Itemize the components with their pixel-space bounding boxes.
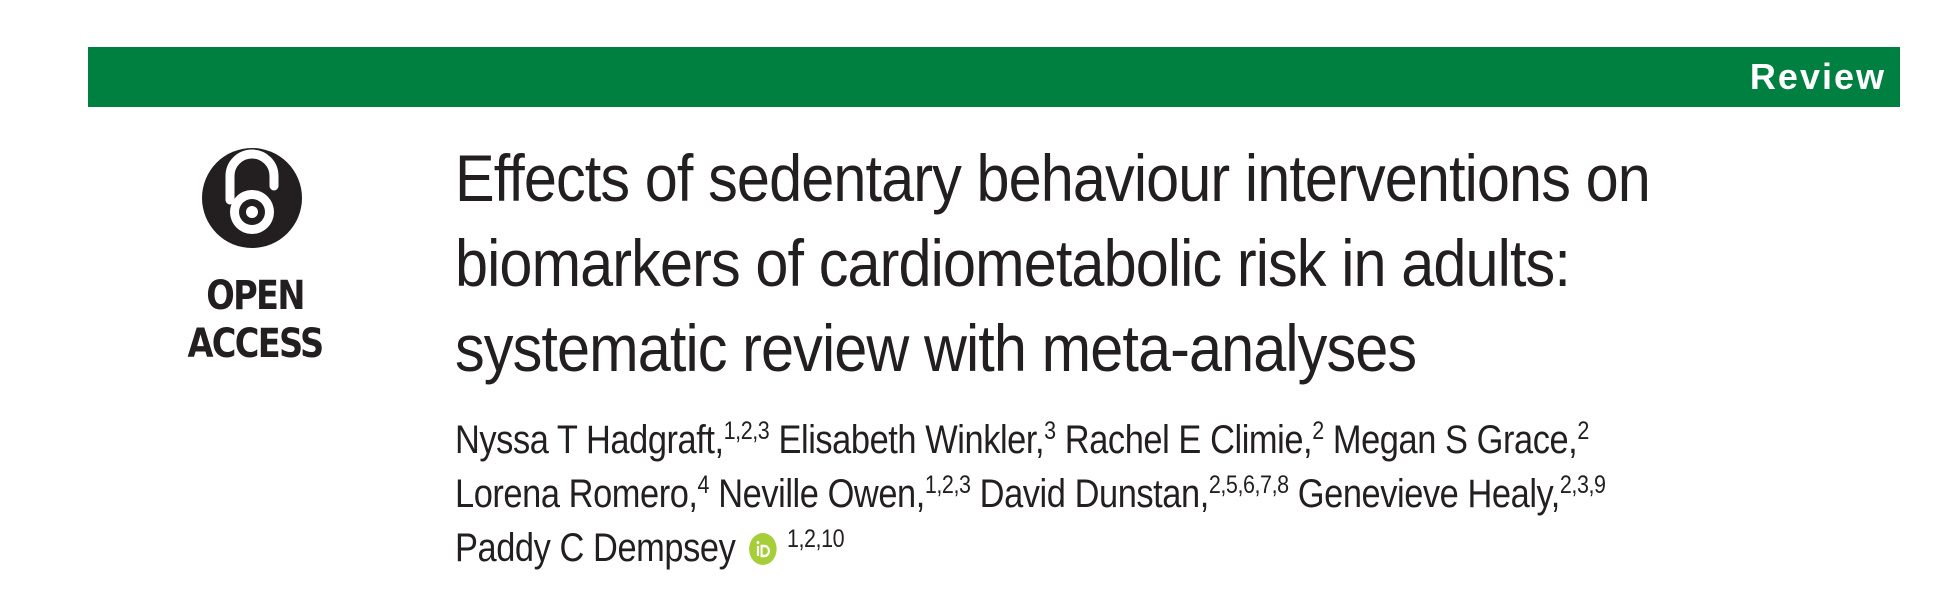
title-line: systematic review with meta-analyses (455, 311, 1417, 385)
author-affiliation: 1,2,10 (786, 525, 845, 553)
title-line: biomarkers of cardiometabolic risk in ad… (455, 226, 1571, 300)
author-name: Megan S Grace, (1332, 418, 1578, 462)
author-line: Lorena Romero,4 Neville Owen,1,2,3 David… (455, 467, 1693, 521)
author-line: Paddy C Dempsey 1,2,10 (455, 521, 1693, 575)
open-access-lock-icon (202, 148, 302, 248)
author-name: Rachel E Climie, (1064, 418, 1313, 462)
article-type-label: Review (1749, 56, 1886, 97)
author-affiliation: 2,3,9 (1559, 471, 1606, 499)
title-line: Effects of sedentary behaviour intervent… (455, 141, 1651, 215)
author-name: Elisabeth Winkler, (778, 418, 1045, 462)
orcid-icon[interactable] (749, 533, 777, 565)
author-affiliation: 2 (1577, 417, 1589, 445)
author-name: Neville Owen, (718, 472, 925, 516)
author-list: Nyssa T Hadgraft,1,2,3 Elisabeth Winkler… (455, 413, 1693, 575)
author-name: Nyssa T Hadgraft, (455, 418, 724, 462)
author-affiliation: 2 (1312, 417, 1324, 445)
author-affiliation: 3 (1044, 417, 1056, 445)
open-access-badge: OPEN ACCESS (130, 140, 380, 367)
open-access-label: OPEN ACCESS (187, 273, 324, 367)
author-name: Genevieve Healy, (1297, 472, 1561, 516)
author-name: Paddy C Dempsey (455, 526, 736, 570)
author-line: Nyssa T Hadgraft,1,2,3 Elisabeth Winkler… (455, 413, 1693, 467)
author-affiliation: 2,5,6,7,8 (1208, 471, 1289, 499)
author-name: David Dunstan, (979, 472, 1210, 516)
author-affiliation: 1,2,3 (723, 417, 770, 445)
author-name: Lorena Romero, (455, 472, 698, 516)
article-title: Effects of sedentary behaviour intervent… (455, 136, 1751, 391)
author-affiliation: 1,2,3 (924, 471, 971, 499)
article-type-banner: Review (88, 47, 1900, 107)
author-affiliation: 4 (697, 471, 710, 499)
